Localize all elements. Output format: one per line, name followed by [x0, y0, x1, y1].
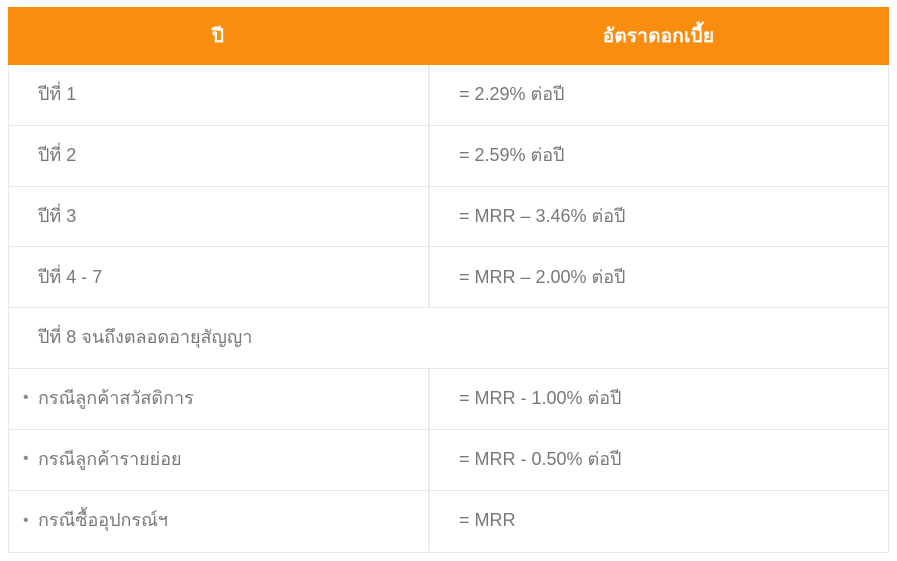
- year-cell: ปีที่ 3: [38, 205, 77, 226]
- table-row: ปีที่ 4 - 7 = MRR – 2.00% ต่อปี: [9, 247, 888, 309]
- table-row: ปีที่ 1 = 2.29% ต่อปี: [9, 65, 888, 126]
- rate-cell: = MRR - 0.50% ต่อปี: [428, 429, 888, 490]
- table-row: • กรณีลูกค้ารายย่อย = MRR - 0.50% ต่อปี: [9, 429, 888, 491]
- year-cell: • กรณีซื้ออุปกรณ์ฯ: [9, 491, 428, 552]
- header-cell-year: ปี: [211, 26, 225, 47]
- rate-cell: = 2.29% ต่อปี: [428, 65, 888, 125]
- year-cell: ปีที่ 1: [38, 84, 77, 105]
- rate-cell: = 2.59% ต่อปี: [428, 125, 888, 186]
- year-cell: • กรณีลูกค้าสวัสดิการ: [9, 369, 428, 429]
- table-row: ปีที่ 3 = MRR – 3.46% ต่อปี: [9, 186, 888, 248]
- table-row: • กรณีซื้ออุปกรณ์ฯ = MRR: [9, 490, 888, 552]
- year-cell: ปีที่ 2: [38, 145, 77, 165]
- year-cell-label: กรณีซื้ออุปกรณ์ฯ: [38, 510, 168, 531]
- table-row-full-span: ปีที่ 8 จนถึงตลอดอายุสัญญา: [9, 308, 888, 369]
- rate-cell: = MRR: [428, 490, 888, 552]
- year-cell: ปีที่ 8 จนถึงตลอดอายุสัญญา: [38, 327, 253, 348]
- header-cell-rate: อัตราดอกเบี้ย: [602, 26, 715, 47]
- year-cell: • กรณีลูกค้ารายย่อย: [9, 430, 428, 490]
- rate-cell: = MRR – 3.46% ต่อปี: [428, 186, 888, 247]
- interest-rate-table: ปี อัตราดอกเบี้ย ปีที่ 1 = 2.29% ต่อปี ป…: [8, 7, 889, 553]
- year-cell-label: กรณีลูกค้ารายย่อย: [38, 448, 182, 469]
- bullet-icon: •: [23, 511, 29, 529]
- table-row: • กรณีลูกค้าสวัสดิการ = MRR - 1.00% ต่อป…: [9, 368, 888, 430]
- table-header-row: ปี อัตราดอกเบี้ย: [8, 7, 889, 65]
- bullet-icon: •: [23, 389, 29, 407]
- rate-cell: = MRR - 1.00% ต่อปี: [428, 368, 888, 429]
- year-cell-label: กรณีลูกค้าสวัสดิการ: [38, 388, 194, 409]
- table-row: ปีที่ 2 = 2.59% ต่อปี: [9, 125, 888, 187]
- bullet-icon: •: [23, 450, 29, 468]
- rate-cell: = MRR – 2.00% ต่อปี: [428, 247, 888, 308]
- year-cell: ปีที่ 4 - 7: [38, 266, 103, 287]
